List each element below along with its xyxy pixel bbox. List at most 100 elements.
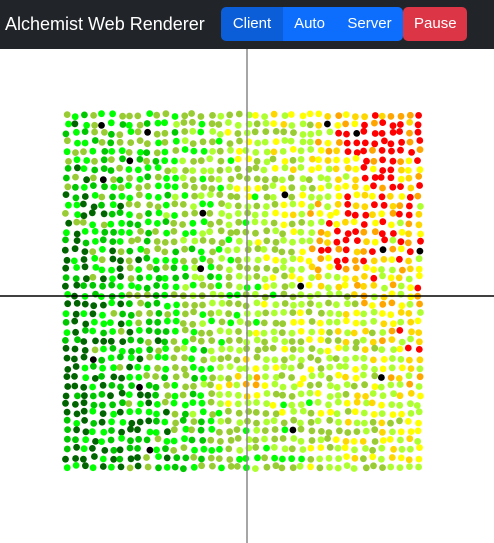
node-dot [308,166,316,173]
node-dot [368,329,376,337]
node-dot [389,266,396,274]
node-dot [307,219,315,227]
node-dot [207,283,215,290]
node-dot [65,219,73,227]
node-dot [128,282,136,289]
node-dot [389,355,396,362]
node-dot [325,165,333,173]
node-dot [307,130,315,138]
node-dot [145,382,153,389]
node-dot [297,228,305,236]
node-dot [406,202,413,210]
node-dot [389,245,397,253]
node-dot [396,417,403,425]
node-dot [281,356,288,364]
node-dot [279,391,286,399]
node-dot [344,429,352,436]
pause-button[interactable]: Pause [403,7,467,41]
node-dot [91,192,99,199]
node-dot [361,381,368,389]
node-dot [298,237,306,245]
node-dot [269,155,277,163]
node-dot [127,437,134,445]
node-dot [181,112,189,120]
node-dot [143,149,151,156]
node-dot [233,381,241,389]
simulation-canvas[interactable] [0,49,494,543]
node-dot [290,318,298,326]
auto-mode-button[interactable]: Auto [283,7,336,41]
client-mode-button[interactable]: Client [221,7,283,41]
node-dot [152,373,160,380]
node-dot [91,318,98,326]
node-dot [107,220,115,228]
node-dot [361,174,369,182]
node-dot [315,156,322,164]
node-dot [226,337,233,344]
node-dot [100,156,108,164]
node-dot [73,128,80,136]
node-dot [233,426,241,433]
server-mode-button[interactable]: Server [336,7,403,41]
node-dot [225,299,233,307]
node-dot [361,419,368,427]
node-dot [404,167,412,174]
node-dot [207,191,214,199]
node-dot [325,299,332,307]
simulation-svg[interactable] [0,49,494,543]
node-dot [226,140,234,147]
node-dot [280,236,287,244]
node-dot [199,408,207,416]
node-dot [288,393,296,400]
node-dot [224,417,232,425]
node-dot [342,344,350,352]
node-dot [369,165,377,173]
node-dot [335,263,342,271]
node-dot [406,435,414,443]
node-dot [127,128,135,135]
node-dot [145,338,152,346]
node-dot [80,184,88,191]
node-dot [342,373,349,381]
node-dot [253,273,261,280]
node-dot [390,445,397,453]
node-dot [326,463,333,471]
node-dot [289,255,297,263]
node-dot [335,455,342,462]
node-dot [325,401,332,409]
node-dot [63,148,71,156]
node-dot [191,302,199,309]
node-dot [261,382,269,389]
node-dot [362,393,369,400]
node-dot [254,454,261,462]
node-dot [200,374,208,382]
node-dot [325,147,333,155]
node-dot [100,329,107,337]
node-dot [327,382,334,390]
node-dot [154,203,162,211]
node-dot [262,176,269,184]
node-dot [416,166,424,174]
node-dot [318,328,325,336]
node-dot [125,300,133,308]
node-dot [272,301,280,309]
node-dot [126,444,134,452]
node-dot [389,411,397,418]
node-dot [62,130,70,138]
node-dot [369,248,376,256]
node-dot [397,318,405,326]
node-dot [379,246,387,254]
node-dot [362,464,370,472]
node-dot [299,407,307,415]
node-dot [143,436,151,444]
node-dot [308,345,316,352]
node-dot [308,229,316,237]
node-dot [350,291,358,298]
node-dot [379,119,387,126]
node-dot [296,275,304,283]
node-dot [109,193,116,201]
node-dot [117,257,124,265]
node-dot [233,311,241,319]
node-dot [334,398,342,406]
node-dot [360,248,367,255]
